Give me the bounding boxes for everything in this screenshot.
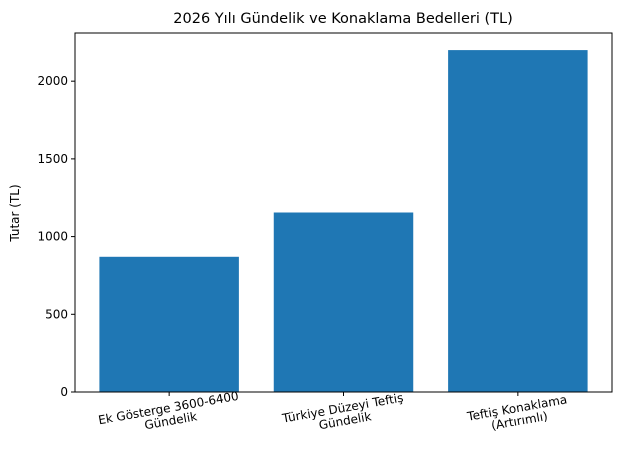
y-tick-label: 500 — [45, 307, 68, 321]
y-axis-label: Tutar (TL) — [8, 184, 22, 242]
x-tick-label: Türkiye Düzeyi TeftişGündelik — [280, 391, 406, 439]
y-tick-label: 2000 — [37, 74, 68, 88]
x-tick-label: Teftiş Konaklama(Artırımlı) — [465, 392, 570, 436]
chart-title: 2026 Yılı Gündelik ve Konaklama Bedeller… — [173, 11, 512, 27]
y-tick-label: 1500 — [37, 152, 68, 166]
bar — [448, 50, 588, 392]
bar — [99, 256, 239, 392]
y-tick-label: 1000 — [37, 230, 68, 244]
plot-frame — [74, 32, 613, 393]
x-tick-label: Ek Gösterge 3600-6400Gündelik — [97, 389, 242, 440]
y-tick-label: 0 — [60, 385, 68, 399]
bar — [273, 212, 414, 392]
